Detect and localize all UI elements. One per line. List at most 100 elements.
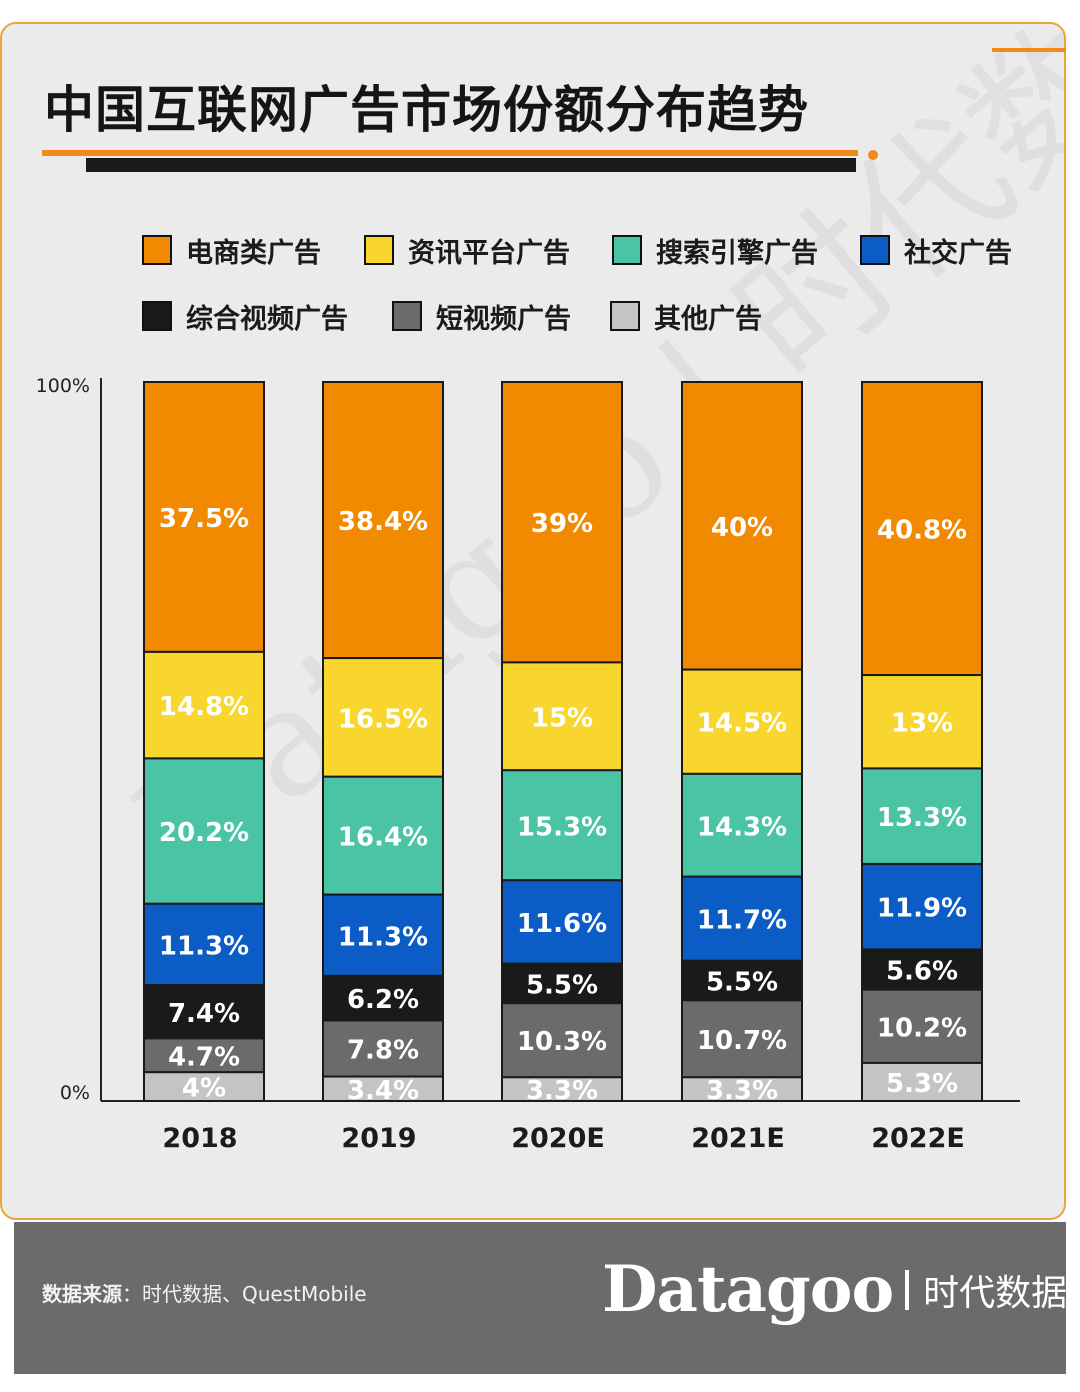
data-label: 4% bbox=[182, 1074, 226, 1104]
data-label: 16.4% bbox=[338, 823, 428, 853]
bar-segment bbox=[501, 769, 623, 882]
bar-segment bbox=[143, 902, 265, 987]
data-label: 4.7% bbox=[168, 1042, 240, 1072]
legend-item: 社交广告 bbox=[860, 232, 1012, 269]
data-label: 15% bbox=[531, 703, 593, 733]
data-label: 15.3% bbox=[517, 812, 607, 842]
bar-segment bbox=[681, 668, 803, 775]
legend-item: 综合视频广告 bbox=[142, 298, 348, 335]
bar-segment bbox=[501, 381, 623, 664]
data-label: 13% bbox=[891, 709, 953, 739]
chart-title: 中国互联网广告市场份额分布趋势 bbox=[44, 81, 809, 139]
datagoo-logo: Datagoo 时代数据 bbox=[602, 1252, 1067, 1327]
bar-segment bbox=[143, 757, 265, 905]
legend-label: 其他广告 bbox=[654, 303, 762, 335]
x-tick-label: 2022E bbox=[871, 1123, 965, 1154]
bar-segment bbox=[501, 1076, 623, 1102]
bar-segment bbox=[681, 772, 803, 878]
logo-chinese: 时代数据 bbox=[923, 1272, 1068, 1314]
data-label: 10.2% bbox=[877, 1013, 967, 1043]
bar-segment bbox=[143, 381, 265, 653]
data-label: 13.3% bbox=[877, 803, 967, 833]
legend-label: 资讯平台广告 bbox=[408, 237, 570, 269]
data-label: 10.3% bbox=[517, 1027, 607, 1057]
data-label: 40% bbox=[711, 513, 773, 543]
y-tick-label: 100% bbox=[36, 375, 90, 397]
legend-item: 短视频广告 bbox=[392, 298, 571, 335]
data-label: 5.5% bbox=[706, 968, 778, 998]
data-label: 10.7% bbox=[697, 1026, 787, 1056]
bar-segment bbox=[861, 988, 983, 1064]
legend-item: 搜索引擎广告 bbox=[612, 232, 818, 269]
logo-divider bbox=[905, 1269, 910, 1310]
bar-segment bbox=[681, 999, 803, 1079]
bar-segment bbox=[322, 974, 444, 1022]
bar-segment bbox=[501, 879, 623, 965]
data-label: 3.3% bbox=[706, 1076, 778, 1106]
footer: 数据来源：时代数据、QuestMobile Datagoo 时代数据 bbox=[14, 1222, 1067, 1374]
bar-segment bbox=[501, 1002, 623, 1079]
data-label: 39% bbox=[531, 509, 593, 539]
bar-segment bbox=[143, 984, 265, 1040]
bar-segment bbox=[322, 657, 444, 778]
legend-swatch bbox=[142, 301, 172, 331]
y-tick-label: 0% bbox=[60, 1082, 90, 1104]
data-label: 11.9% bbox=[877, 894, 967, 924]
legend-label: 综合视频广告 bbox=[186, 303, 348, 335]
bar-segment bbox=[322, 1075, 444, 1102]
legend-swatch bbox=[364, 235, 394, 265]
legend-label: 社交广告 bbox=[904, 237, 1012, 269]
title-underline-orange bbox=[42, 150, 858, 156]
legend-swatch bbox=[610, 301, 640, 331]
bar-segment bbox=[143, 650, 265, 760]
x-tick-label: 2018 bbox=[162, 1123, 237, 1154]
legend-label: 搜索引擎广告 bbox=[656, 237, 818, 269]
x-tick-label: 2020E bbox=[511, 1123, 605, 1154]
data-label: 11.3% bbox=[338, 922, 428, 952]
data-label: 14.8% bbox=[159, 692, 249, 722]
title-underline-dark bbox=[86, 158, 856, 172]
data-label: 37.5% bbox=[159, 504, 249, 534]
data-label: 38.4% bbox=[338, 507, 428, 537]
source-text: ：时代数据、QuestMobile bbox=[122, 1282, 367, 1306]
legend-label: 电商类广告 bbox=[186, 237, 321, 269]
bar-segment bbox=[501, 661, 623, 772]
stacked-bar-chart: 100% 0% 37.5% 14.8% 20.2% 11.3% 7.4% 4.7%4% 2018… bbox=[36, 375, 1020, 1154]
data-label: 6.2% bbox=[347, 985, 419, 1015]
legend-swatch bbox=[392, 301, 422, 331]
bar-segment bbox=[322, 1019, 444, 1078]
bar-segment bbox=[681, 381, 803, 671]
x-tick-label: 2019 bbox=[341, 1123, 416, 1154]
x-tick-label: 2021E bbox=[691, 1123, 785, 1154]
data-label: 3.3% bbox=[526, 1076, 598, 1106]
data-label: 11.6% bbox=[517, 909, 607, 939]
legend-item: 资讯平台广告 bbox=[364, 232, 570, 269]
bar-segment bbox=[143, 1037, 265, 1074]
bar-segment bbox=[861, 948, 983, 991]
data-label: 3.4% bbox=[347, 1076, 419, 1106]
bar-segment bbox=[322, 893, 444, 977]
bar-segment bbox=[681, 959, 803, 1002]
data-label: 11.3% bbox=[159, 931, 249, 961]
data-label: 7.4% bbox=[168, 999, 240, 1029]
data-label: 14.3% bbox=[697, 812, 787, 842]
data-label: 20.2% bbox=[159, 818, 249, 848]
bar-segment bbox=[322, 381, 444, 660]
legend-swatch bbox=[612, 235, 642, 265]
legend-item: 其他广告 bbox=[610, 298, 762, 335]
title-dot bbox=[868, 150, 878, 160]
data-label: 5.3% bbox=[886, 1069, 958, 1099]
bar-segment bbox=[681, 1076, 803, 1102]
data-label: 40.8% bbox=[877, 516, 967, 546]
bar-segment bbox=[322, 775, 444, 896]
logo-wordmark: Datagoo bbox=[602, 1252, 894, 1327]
data-source: 数据来源：时代数据、QuestMobile bbox=[42, 1278, 367, 1307]
data-label: 14.5% bbox=[697, 709, 787, 739]
data-label: 16.5% bbox=[338, 704, 428, 734]
legend-label: 短视频广告 bbox=[436, 303, 571, 335]
legend-item: 电商类广告 bbox=[142, 232, 321, 269]
source-label: 数据来源 bbox=[42, 1282, 122, 1306]
top-accent-line bbox=[992, 48, 1066, 52]
bar-segment bbox=[681, 875, 803, 962]
legend-swatch bbox=[860, 235, 890, 265]
